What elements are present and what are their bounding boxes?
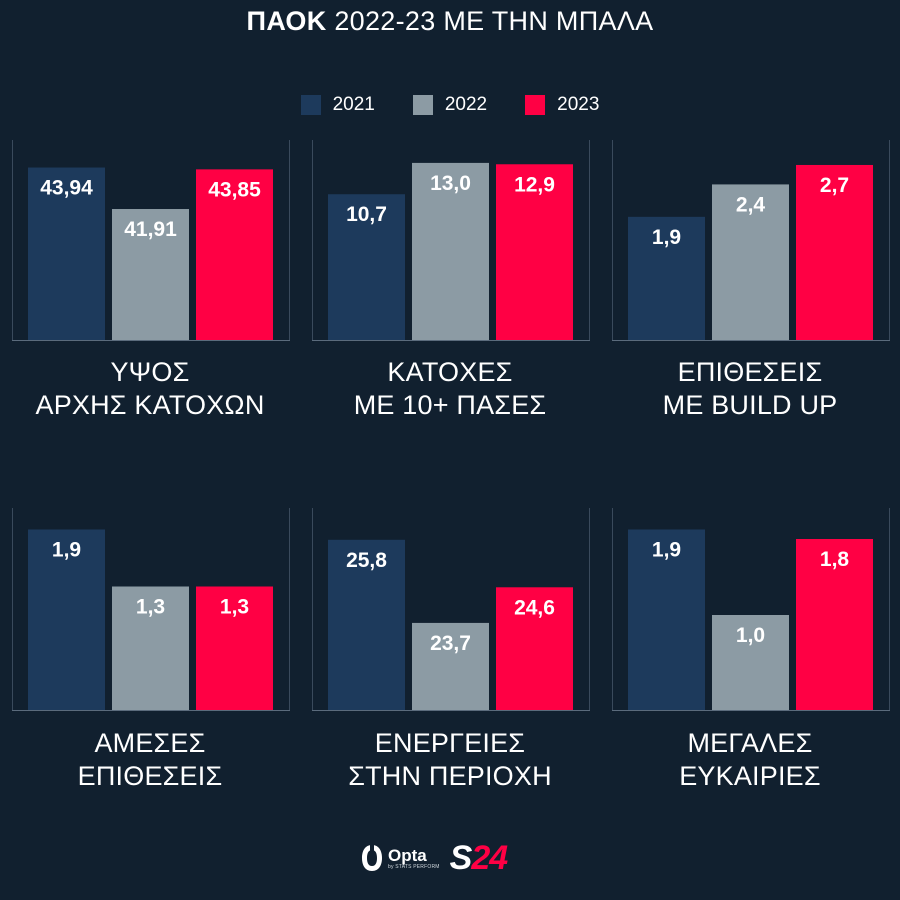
bar-value-label-2021: 1,9 [652,226,681,249]
chart-panel-build-up-attacks: 1,9 2,4 2,7 [612,140,890,341]
bar-2021 [28,529,105,710]
chart-panel-possessions-10-passes: 10,7 13,0 12,9 [312,140,590,341]
opta-name: Opta [388,845,427,865]
bar-value-label-2023: 1,3 [220,596,249,619]
caption-line-1: ΑΜΕΣΕΣ [94,728,206,758]
caption-build-up-attacks: ΕΠΙΘΕΣΕΙΣ ΜΕ BUILD UP [600,356,900,422]
caption-line-2: ΜΕ 10+ ΠΑΣΕΣ [353,390,547,420]
caption-line-2: ΜΕ BUILD UP [662,390,838,420]
chart-panel-height: 43,94 41,91 43,85 [12,140,290,341]
bar-value-label-2021: 1,9 [52,539,81,562]
legend-item-2023: 2023 [525,94,599,116]
bar-value-label-2021: 10,7 [346,203,387,226]
bar-2021 [328,194,405,340]
bar-2021 [328,539,405,710]
bar-value-label-2021: 1,9 [652,539,681,562]
bar-value-label-2022: 41,91 [124,218,177,241]
bar-value-label-2023: 12,9 [514,173,555,196]
opta-mark-icon [362,843,382,871]
bar-2023 [496,587,573,710]
bar-2023 [796,539,873,710]
bar-2023 [196,586,273,710]
chart-panel-box-actions: 25,8 23,7 24,6 [312,508,590,711]
bar-2022 [412,622,489,710]
legend-swatch-2021 [300,95,321,115]
caption-line-1: ΥΨΟΣ [110,357,190,387]
bar-2023 [496,164,573,340]
legend-item-2021: 2021 [300,94,375,116]
caption-line-1: ΚΑΤΟΧΕΣ [387,357,513,387]
caption-line-1: ΜΕΓΑΛΕΣ [687,728,813,758]
caption-box-actions: ΕΝΕΡΓΕΙΕΣ ΣΤΗΝ ΠΕΡΙΟΧΗ [300,727,600,793]
legend-swatch-2023 [525,95,546,115]
footer-logos: Opta by STATS PERFORM S24 [360,838,509,878]
bar-2023 [196,169,273,340]
bar-value-label-2022: 1,0 [736,624,765,647]
opta-subtitle: by STATS PERFORM [388,863,440,870]
bar-2022 [712,184,789,340]
s24-logo-number: 24 [471,839,508,877]
legend-swatch-2022 [412,95,433,115]
chart-panel-direct-attacks: 1,9 1,3 1,3 [12,508,290,711]
bar-value-label-2021: 25,8 [346,549,387,572]
bar-value-label-2023: 43,85 [208,178,261,201]
s24-logo: S24 [449,839,509,877]
bar-value-label-2022: 23,7 [430,632,471,655]
bar-2022 [112,209,189,340]
legend-item-2022: 2022 [412,94,488,116]
bar-value-label-2021: 43,94 [40,177,93,200]
caption-line-2: ΑΡΧΗΣ ΚΑΤΟΧΩΝ [35,390,265,420]
legend-label-2023: 2023 [557,94,600,115]
caption-direct-attacks: ΑΜΕΣΕΣ ΕΠΙΘΕΣΕΙΣ [0,727,300,793]
legend: 2021 2022 2023 [0,94,900,116]
bar-2023 [796,164,873,340]
bar-value-label-2022: 2,4 [736,193,766,216]
caption-big-chances: ΜΕΓΑΛΕΣ ΕΥΚΑΙΡΙΕΣ [600,727,900,793]
caption-line-1: ΕΝΕΡΓΕΙΕΣ [374,728,526,758]
bar-value-label-2023: 1,8 [820,548,850,571]
bar-2022 [712,615,789,710]
bar-2022 [112,586,189,710]
bar-2022 [412,162,489,340]
legend-label-2021: 2021 [332,94,375,115]
bar-2021 [628,216,705,340]
bar-2021 [628,529,705,710]
chart-panel-big-chances: 1,9 1,0 1,8 [612,508,890,711]
caption-line-2: ΣΤΗΝ ΠΕΡΙΟΧΗ [348,761,552,791]
caption-line-1: ΕΠΙΘΕΣΕΙΣ [677,357,823,387]
bar-value-label-2022: 13,0 [430,172,471,195]
caption-height: ΥΨΟΣ ΑΡΧΗΣ ΚΑΤΟΧΩΝ [0,356,300,422]
caption-line-2: ΕΠΙΘΕΣΕΙΣ [77,761,223,791]
bar-2021 [28,167,105,340]
bar-value-label-2023: 24,6 [514,596,555,619]
s24-logo-s: S [449,839,473,877]
caption-possessions-10-passes: ΚΑΤΟΧΕΣ ΜΕ 10+ ΠΑΣΕΣ [300,356,600,422]
bar-value-label-2023: 2,7 [820,174,849,197]
bar-value-label-2022: 1,3 [136,596,165,619]
legend-label-2022: 2022 [444,94,488,115]
opta-logo: Opta by STATS PERFORM [360,843,440,873]
title-subtitle: 2022-23 ΜΕ ΤΗΝ ΜΠΑΛΑ [334,6,654,36]
title-team: ΠΑΟΚ [246,6,327,36]
page-title: ΠΑΟΚ 2022-23 ΜΕ ΤΗΝ ΜΠΑΛΑ [0,6,900,37]
caption-line-2: ΕΥΚΑΙΡΙΕΣ [679,761,821,791]
